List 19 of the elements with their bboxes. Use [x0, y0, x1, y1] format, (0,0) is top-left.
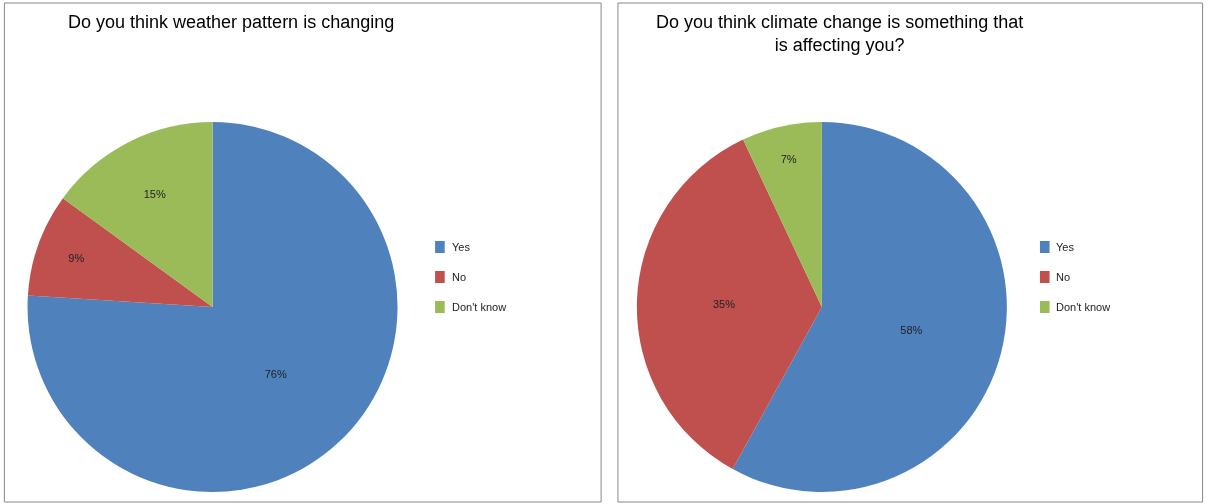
pie-slice	[636, 139, 822, 470]
legend-label: No	[452, 271, 467, 283]
data-label: 76%	[264, 368, 287, 381]
chart-title: Do you think climate change is something that is affecting you?	[656, 12, 1024, 56]
pie-slice	[27, 198, 213, 307]
pie-slice	[743, 122, 822, 307]
chart-title: Do you think weather pattern is changing	[68, 12, 395, 32]
legend-label: Yes	[452, 241, 471, 253]
data-label: 9%	[68, 252, 85, 264]
legend-label: Don't know	[1056, 301, 1111, 313]
pie-slice	[62, 122, 213, 307]
pie-slice	[27, 122, 398, 492]
data-label: 7%	[780, 152, 797, 165]
legend-label: Yes	[1056, 241, 1075, 253]
legend-label: Don't know	[452, 301, 507, 313]
data-label: 15%	[143, 187, 166, 200]
data-label: 58%	[900, 324, 923, 336]
data-label: 35%	[712, 297, 736, 310]
legend-label: No	[1056, 271, 1071, 283]
